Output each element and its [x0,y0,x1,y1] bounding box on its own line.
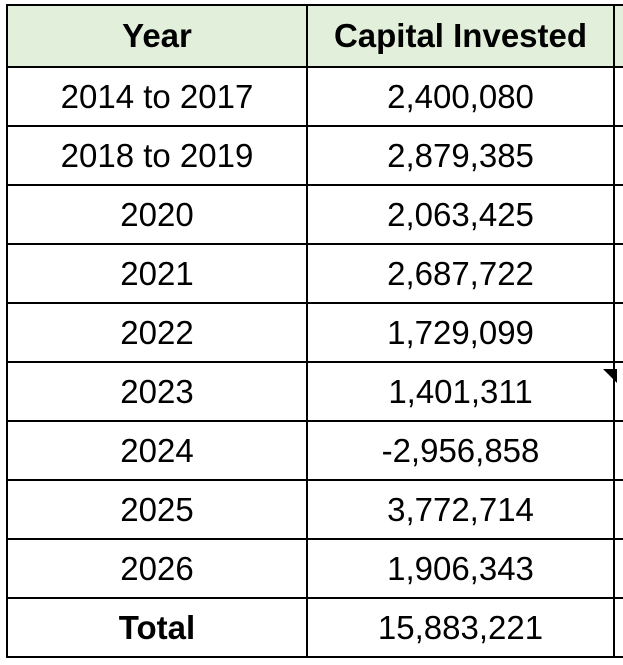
cell: Capital Invested [306,4,615,68]
cell: 1,729,099 [306,302,615,363]
empty-cell [613,66,623,127]
cell: Year [6,4,308,68]
cell: 3,772,714 [306,479,615,540]
body-row: 2020 2,063,425 [6,184,623,245]
comment-indicator [603,369,617,383]
cell: 2014 to 2017 [6,66,308,127]
cell: 2018 to 2019 [6,125,308,186]
cell: -2,956,858 [306,420,615,481]
cell: 2021 [6,243,308,304]
cell: Total [6,597,308,658]
empty-cell [613,479,623,540]
body-row: 2014 to 2017 2,400,080 [6,66,623,127]
cell: 1,906,343 [306,538,615,599]
empty-cell [613,302,623,363]
body-row: 2018 to 2019 2,879,385 [6,125,623,186]
empty-cell [613,420,623,481]
body-row: 2026 1,906,343 [6,538,623,599]
cell: 2025 [6,479,308,540]
body-row: 2022 1,729,099 [6,302,623,363]
cell: 2020 [6,184,308,245]
total-row: Total 15,883,221 [6,597,623,658]
empty-cell [613,361,623,422]
body-row: 2025 3,772,714 [6,479,623,540]
empty-cell [613,597,623,658]
body-row: 2021 2,687,722 [6,243,623,304]
empty-cell [613,4,623,68]
cell: 2026 [6,538,308,599]
sheet: Year Capital Invested 2014 to 2017 2,400,08… [6,4,623,664]
head-row: Year Capital Invested [6,4,623,68]
body-row: 2024 -2,956,858 [6,420,623,481]
cell: 2022 [6,302,308,363]
cell: 2,400,080 [306,66,615,127]
empty-cell [613,125,623,186]
empty-cell [613,538,623,599]
cell: 2023 [6,361,308,422]
cell: 2,687,722 [306,243,615,304]
cell: 2,879,385 [306,125,615,186]
empty-cell [613,243,623,304]
body-row: 2023 1,401,311 [6,361,623,422]
cell: 1,401,311 [306,361,615,422]
cell: 2,063,425 [306,184,615,245]
cell: 2024 [6,420,308,481]
empty-cell [613,184,623,245]
capital-table: Year Capital Invested 2014 to 2017 2,400,08… [6,4,623,658]
cell: 15,883,221 [306,597,615,658]
